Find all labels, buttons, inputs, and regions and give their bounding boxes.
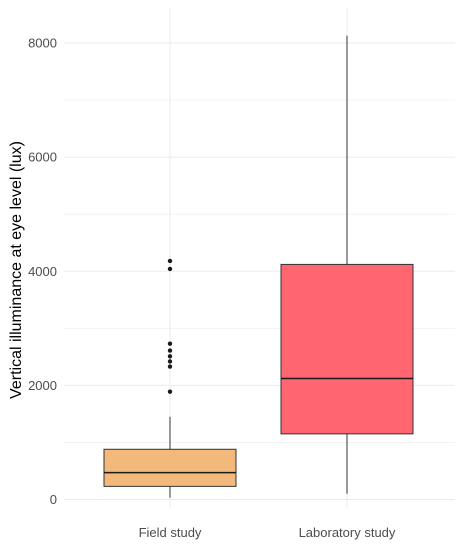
y-axis-title: Vertical illuminance at eye level (lux): [8, 141, 25, 399]
box: [103, 448, 237, 487]
outlier-point: [167, 266, 173, 272]
box: [280, 263, 414, 435]
outlier-point: [167, 359, 173, 364]
tick-labels: 0 2000 4000 6000 8000 Field study Laboratory s…: [28, 36, 396, 541]
outlier-point: [167, 364, 173, 369]
outlier-point: [167, 354, 173, 359]
outlier-point: [167, 258, 173, 264]
y-tick-label: 6000: [28, 150, 57, 165]
y-tick-label: 8000: [28, 36, 57, 51]
y-tick-label: 4000: [28, 264, 57, 279]
x-tick-label: Laboratory study: [299, 525, 396, 540]
outlier-point: [167, 341, 173, 346]
outlier-point: [167, 389, 173, 394]
plot-marks: [103, 35, 414, 498]
y-tick-label: 0: [50, 492, 57, 507]
x-tick-label: Field study: [139, 525, 202, 540]
y-tick-label: 2000: [28, 378, 57, 393]
outlier-point: [167, 348, 173, 353]
